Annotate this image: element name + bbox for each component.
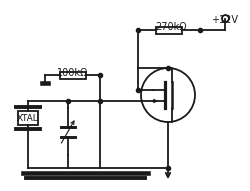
- Text: XTAL: XTAL: [17, 113, 39, 122]
- Bar: [18, 111, 38, 125]
- Text: 100kΩ: 100kΩ: [57, 68, 88, 78]
- Text: 270kΩ: 270kΩ: [155, 22, 187, 32]
- Text: +12V: +12V: [211, 15, 238, 25]
- Bar: [60, 71, 86, 79]
- Bar: [156, 27, 182, 33]
